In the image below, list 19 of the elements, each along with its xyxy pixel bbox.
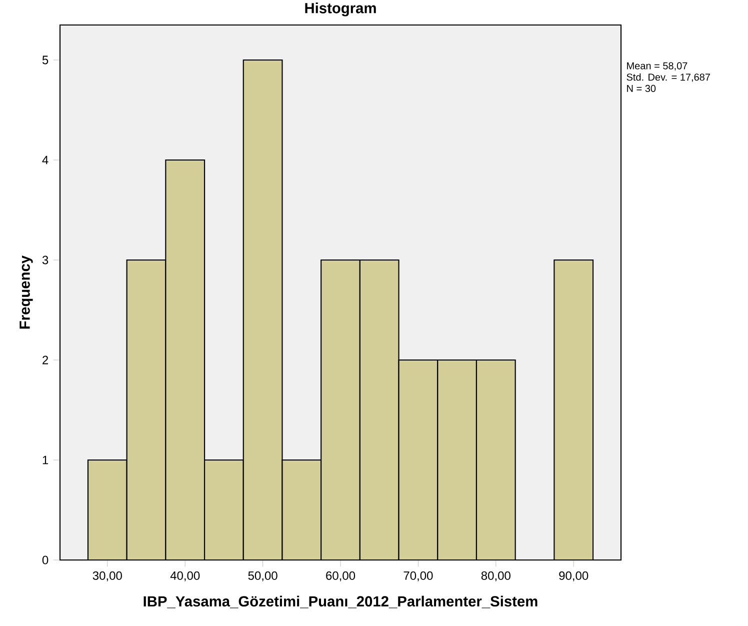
- x-axis-title: IBP_Yasama_Gözetimi_Puanı_2012_Parlamenter_Sistem: [144, 596, 538, 608]
- x-tick-label: 30,00: [92, 571, 122, 582]
- text: Mean = 58,07: [627, 62, 688, 71]
- x-tick-label: 60,00: [326, 571, 356, 582]
- x-tick-label: 70,00: [404, 571, 433, 582]
- x-tick-label: 40,00: [170, 571, 200, 582]
- chart-title: Histogram: [305, 2, 376, 16]
- y-tick-label: 1: [42, 456, 48, 464]
- text: Std. Dev. = 17,687: [626, 73, 710, 82]
- x-tick-label: 50,00: [248, 571, 278, 582]
- x-tick-label: 80,00: [481, 571, 510, 582]
- y-tick-label: 4: [42, 156, 48, 164]
- y-tick-label: 0: [42, 556, 48, 564]
- y-tick-label: 5: [42, 56, 48, 64]
- y-tick-label: 2: [42, 356, 48, 364]
- y-axis-title: Frequency: [20, 256, 33, 329]
- text: N = 30: [627, 84, 656, 92]
- x-tick-label: 90,00: [559, 571, 588, 582]
- y-tick-label: 3: [42, 256, 48, 264]
